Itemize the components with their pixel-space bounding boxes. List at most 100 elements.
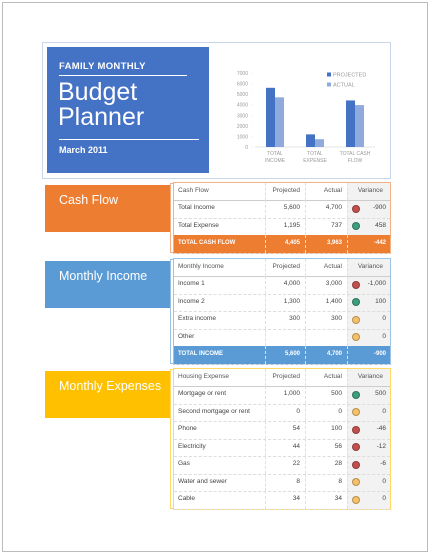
cell: Variance <box>357 373 383 380</box>
cell: 4,700 <box>326 351 342 358</box>
cell: Other <box>178 332 195 340</box>
col-line <box>347 473 348 491</box>
col-line <box>265 328 266 346</box>
col-line <box>265 276 266 294</box>
cell: 0 <box>382 477 386 485</box>
legend-swatch <box>327 72 331 77</box>
col-line <box>347 369 348 386</box>
y-tick-label: 0 <box>245 145 248 151</box>
legend-swatch <box>327 82 331 87</box>
cell: Extra income <box>178 315 216 323</box>
indicator <box>352 315 360 324</box>
col-line <box>347 235 348 253</box>
y-tick-label: 4000 <box>237 103 248 109</box>
col-line <box>305 200 306 218</box>
cell: Phone <box>178 425 197 433</box>
connector <box>170 183 173 253</box>
col-line <box>305 403 306 421</box>
cell: Second mortgage or rent <box>178 407 250 415</box>
col-line <box>347 403 348 421</box>
cell: Cable <box>178 495 195 503</box>
col-line <box>347 421 348 439</box>
rule <box>59 139 199 140</box>
col-line <box>265 235 266 253</box>
cell: 34 <box>292 495 300 503</box>
cell: -442 <box>373 240 386 247</box>
col-line <box>265 456 266 474</box>
cell: TOTAL CASH FLOW <box>178 240 236 247</box>
cell: Projected <box>272 187 300 194</box>
cell: 44 <box>292 442 300 450</box>
indicator <box>352 204 360 213</box>
col-line <box>347 328 348 346</box>
cell: Cash Flow <box>178 187 209 194</box>
col-line <box>305 311 306 329</box>
title-block: FAMILY MONTHLY Budget Planner March 2011 <box>47 47 209 173</box>
cell: 8 <box>296 477 300 485</box>
row-line <box>174 491 390 492</box>
cell: 34 <box>334 495 342 503</box>
cell: 3,963 <box>326 240 342 247</box>
row-line <box>174 403 390 405</box>
y-tick-label: 3000 <box>237 113 248 119</box>
col-line <box>265 293 266 311</box>
cell: 300 <box>331 315 342 323</box>
cell: Water and sewer <box>178 477 227 485</box>
bar <box>306 134 315 147</box>
cell: 0 <box>382 495 386 503</box>
col-line <box>305 369 306 386</box>
legend-label: ACTUAL <box>333 83 355 89</box>
rule <box>59 75 187 76</box>
indicator <box>352 443 360 452</box>
cell: 4,405 <box>284 240 300 247</box>
col-line <box>347 259 348 276</box>
col-line <box>265 183 266 200</box>
col-line <box>305 217 306 235</box>
row-line <box>174 217 390 219</box>
y-tick-label: 7000 <box>237 71 248 77</box>
col-line <box>265 311 266 329</box>
col-line <box>305 386 306 404</box>
cell: 1,000 <box>283 390 300 398</box>
x-tick-label: TOTAL INCOME <box>265 151 285 164</box>
kicker: FAMILY MONTHLY <box>59 61 146 72</box>
indicator <box>352 222 360 231</box>
col-line <box>265 259 266 276</box>
cell: 22 <box>292 460 300 468</box>
cell: Income 2 <box>178 297 205 305</box>
bar <box>355 105 364 147</box>
col-line <box>347 438 348 456</box>
col-line <box>265 491 266 509</box>
cell: -900 <box>373 351 386 358</box>
indicator <box>352 390 360 399</box>
col-line <box>347 456 348 474</box>
col-line <box>265 200 266 218</box>
col-line <box>265 386 266 404</box>
row-line <box>174 200 390 201</box>
y-tick-label: 1000 <box>237 134 248 140</box>
row-line <box>174 328 390 330</box>
cell: 100 <box>331 425 342 433</box>
cell: 100 <box>375 297 386 305</box>
cell: 3,000 <box>325 280 342 288</box>
cell: TOTAL INCOME <box>178 351 223 358</box>
cell: 300 <box>289 315 300 323</box>
row-line <box>174 473 390 475</box>
section-label: Cash Flow <box>45 185 170 232</box>
cell: Variance <box>357 263 383 270</box>
y-tick-label: 6000 <box>237 82 248 88</box>
y-tick-label: 5000 <box>237 92 248 98</box>
cell: 0 <box>382 332 386 340</box>
cell: 54 <box>292 425 300 433</box>
bar <box>346 100 355 147</box>
cell: Housing Expense <box>178 373 229 380</box>
cell: 5,600 <box>284 351 300 358</box>
title: Budget Planner <box>58 78 145 131</box>
cell: Electricity <box>178 442 206 450</box>
col-line <box>265 438 266 456</box>
cell: 500 <box>375 390 386 398</box>
cell: Projected <box>272 263 300 270</box>
cell: 4,700 <box>325 204 342 212</box>
